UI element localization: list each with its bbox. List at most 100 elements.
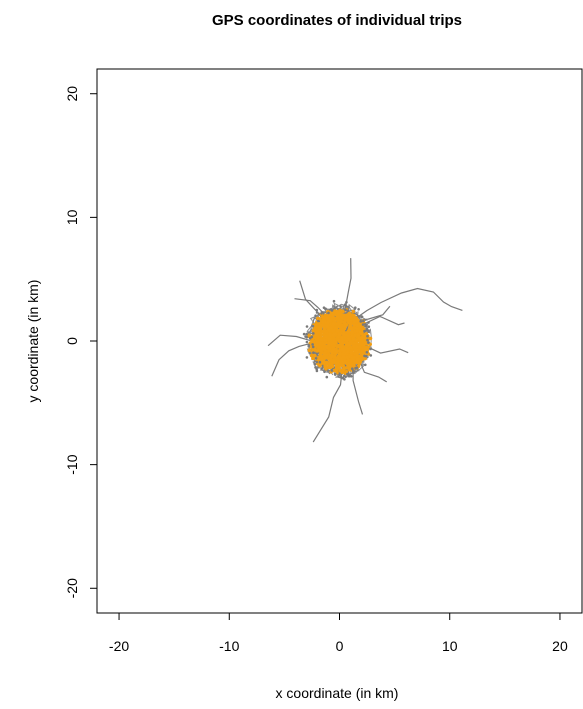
gps-point <box>352 313 356 318</box>
gps-point <box>364 331 369 336</box>
trip-endpoint <box>349 375 353 378</box>
trip-endpoint <box>305 332 308 336</box>
y-tick-label: -10 <box>64 454 80 474</box>
gps-point <box>360 349 365 354</box>
gps-point <box>363 346 368 350</box>
trip-endpoint <box>351 371 355 375</box>
gps-point <box>333 360 337 364</box>
trip-endpoint <box>332 299 336 303</box>
gps-point <box>361 340 365 345</box>
gps-point <box>319 349 323 353</box>
gps-point <box>324 315 329 320</box>
trip-endpoint <box>317 319 320 323</box>
trip-endpoint <box>312 351 315 355</box>
gps-point <box>336 363 340 367</box>
gps-point <box>353 348 358 353</box>
trip-endpoint <box>324 307 327 311</box>
gps-point <box>351 338 356 342</box>
trip-endpoint <box>363 354 366 358</box>
trip-endpoint <box>359 320 363 323</box>
trip-endpoint <box>366 334 369 338</box>
gps-point <box>355 329 360 333</box>
gps-point <box>339 310 344 315</box>
gps-point <box>346 330 351 334</box>
gps-point <box>340 347 345 351</box>
gps-point <box>322 342 326 346</box>
gps-point <box>342 320 347 325</box>
gps-point <box>317 345 322 349</box>
trip-endpoint <box>354 306 357 310</box>
gps-point <box>337 345 341 349</box>
y-tick-label: 10 <box>64 209 80 225</box>
x-tick-label: 0 <box>336 638 344 654</box>
gps-point <box>357 362 362 366</box>
trip-endpoint <box>365 351 369 354</box>
trip-endpoint <box>327 311 330 315</box>
trip-endpoint <box>311 343 314 346</box>
trip-endpoint <box>360 315 364 319</box>
gps-point <box>319 338 323 342</box>
gps-point <box>324 367 328 371</box>
trip-endpoint <box>320 312 323 315</box>
trip-endpoint <box>366 338 369 342</box>
gps-point <box>346 334 350 339</box>
trip-endpoint <box>351 367 354 371</box>
gps-point <box>332 339 337 344</box>
y-tick-label: -20 <box>64 578 80 598</box>
gps-point <box>351 356 355 361</box>
gps-point <box>329 359 333 363</box>
trip-endpoint <box>343 378 346 381</box>
gps-point <box>328 332 332 337</box>
trip-endpoint <box>347 374 351 378</box>
gps-point <box>349 321 354 326</box>
gps-point <box>322 351 327 356</box>
gps-point <box>323 348 328 353</box>
gps-point <box>357 336 362 341</box>
x-axis-label: x coordinate (in km) <box>276 685 399 701</box>
gps-point <box>349 330 354 335</box>
gps-point <box>346 317 350 321</box>
gps-point <box>353 333 357 338</box>
gps-point <box>327 313 332 318</box>
gps-point <box>355 344 359 349</box>
gps-point <box>344 339 349 343</box>
gps-point <box>316 335 320 340</box>
trip-endpoint <box>367 321 370 324</box>
gps-point <box>325 324 329 328</box>
gps-points <box>302 299 373 381</box>
gps-point <box>339 316 344 320</box>
gps-point <box>349 350 354 355</box>
gps-point <box>345 355 350 360</box>
gps-point <box>311 356 315 361</box>
gps-point <box>334 349 339 354</box>
trip-endpoint <box>369 347 372 351</box>
x-tick-label: -10 <box>219 638 239 654</box>
gps-point <box>349 327 354 331</box>
trip-endpoint <box>318 360 322 364</box>
trip-endpoint <box>357 308 360 311</box>
trip-endpoint <box>329 308 333 311</box>
gps-point <box>329 326 333 330</box>
gps-point <box>327 349 331 353</box>
trip-endpoint <box>307 345 311 348</box>
gps-point <box>331 321 336 326</box>
gps-point <box>341 367 346 372</box>
trip-endpoint <box>315 360 319 364</box>
gps-point <box>323 338 328 343</box>
gps-point <box>318 363 322 367</box>
trip-endpoint <box>302 332 306 336</box>
gps-point <box>322 323 326 328</box>
gps-point <box>344 346 349 350</box>
trip-endpoint <box>314 366 317 369</box>
gps-point <box>327 365 331 369</box>
gps-point <box>316 316 320 321</box>
trip-endpoint <box>339 305 342 308</box>
gps-point <box>331 329 336 333</box>
gps-point <box>335 329 340 333</box>
gps-point <box>342 349 346 354</box>
trip-endpoint <box>314 357 318 360</box>
gps-point <box>313 354 317 358</box>
gps-point <box>341 355 346 359</box>
gps-point <box>337 332 341 337</box>
